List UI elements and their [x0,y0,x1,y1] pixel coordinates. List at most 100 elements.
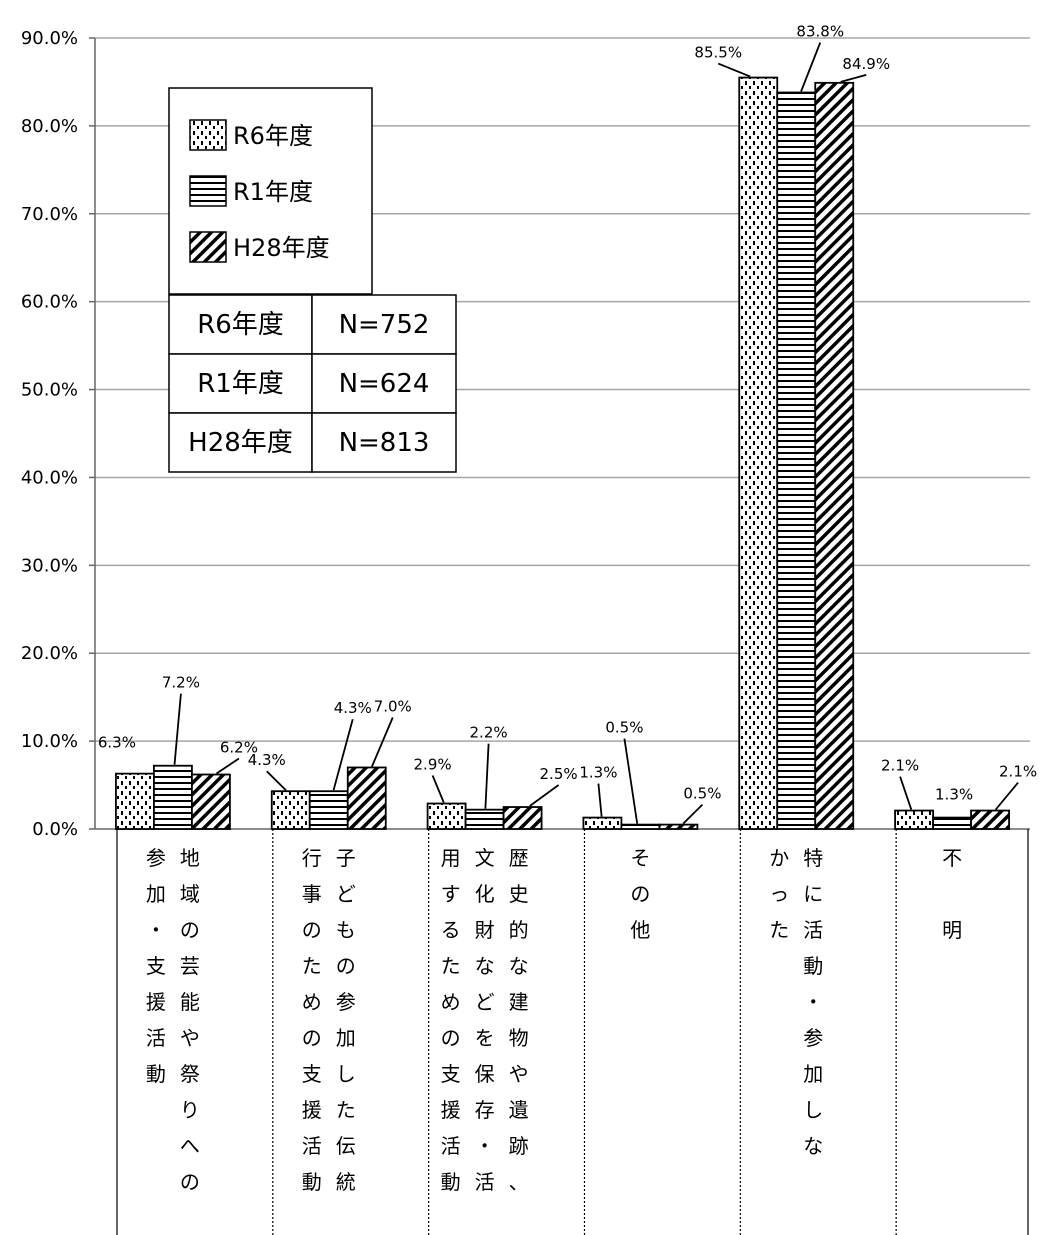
bar-1-1 [115,772,155,830]
data-label: 85.5% [694,44,742,62]
category-label-char: 活 [441,1134,461,1158]
leader-line [899,776,913,810]
category-label-char: ど [475,990,495,1014]
leader-line [371,717,394,767]
category-label-char: 加 [146,882,166,906]
category-label-char: 地 [180,846,200,870]
category-label-char: 祭 [180,1062,200,1086]
category-label-char: の [630,882,650,906]
category-label-char: な [509,954,529,978]
sample-size-table: R6年度 N=752 R1年度 N=624 H28年度 N=813 [168,294,457,473]
category-label-char: 支 [441,1062,461,1086]
category-label-char: 財 [475,918,495,942]
category-label-char: 動 [803,954,823,978]
bar-2-6 [932,816,972,830]
y-tick-label: 30.0% [21,555,78,576]
category-label-char: 加 [336,1026,356,1050]
data-label: 0.5% [605,719,643,737]
y-tick-label: 80.0% [21,116,78,137]
bar-2-4 [620,823,661,830]
data-label: 83.8% [796,22,844,40]
category-label-char: 参 [336,990,356,1014]
category-label-char: め [441,990,461,1014]
bars [115,76,1010,830]
category-label-char: な [475,954,495,978]
category-label-char: 跡 [509,1134,529,1158]
category-label-char: し [336,1062,356,1086]
category-label-char: か [769,846,789,870]
category-label-char: 物 [509,1026,529,1050]
data-label: 4.3% [334,699,372,717]
category-label-char: そ [630,846,650,870]
category-label-char: 支 [146,954,166,978]
n-table-value: N=752 [339,310,430,340]
category-label-char: 芸 [180,954,200,978]
bar-1-3 [426,802,467,830]
category-label-char: の [302,918,322,942]
n-table-value: N=624 [339,369,430,399]
leader-line [994,781,1019,811]
category-label-char: 加 [803,1062,823,1086]
n-table-label: R1年度 [197,369,284,399]
category-label-char: 遺 [509,1098,529,1122]
data-label: 6.2% [220,739,258,757]
category-label-char: め [302,990,322,1014]
leader-line [800,42,822,92]
data-label: 1.3% [935,786,973,804]
category-label-char: 歴 [509,846,529,870]
data-label: 7.0% [374,697,412,715]
category-label-char: ど [336,882,356,906]
legend-swatch [189,175,227,207]
leader-line [332,718,354,791]
leader-line [623,738,639,824]
category-label-char: に [803,882,823,906]
y-tick-label: 40.0% [21,467,78,488]
y-tick-label: 10.0% [21,731,78,752]
category-label-char: の [336,954,356,978]
y-tick-label: 70.0% [21,204,78,225]
category-label-char: っ [769,882,789,906]
legend: R6年度 R1年度 H28年度 [168,87,373,295]
category-label-char: を [475,1026,495,1050]
category-label-char: の [180,918,200,942]
category-label-char: ・ [146,918,166,942]
y-tick-label: 60.0% [21,292,78,313]
bar-3-6 [970,809,1010,830]
category-label-char: の [441,1026,461,1050]
bar-2-5 [776,91,817,830]
category-label-char: し [803,1098,823,1122]
category-label-char: 参 [803,1026,823,1050]
category-label-char: 化 [475,882,495,906]
category-label-char: た [302,954,322,978]
category-label-char: 史 [509,882,529,906]
category-label-char: 文 [475,846,495,870]
category-axis: 地域の芸能や祭りへの参加・支援活動子どもの参加した伝統行事のための支援活動歴史的… [116,829,1029,1235]
category-label-char: の [180,1170,200,1194]
category-label-char: す [441,882,461,906]
category-label-char: 能 [180,990,200,1014]
category-label-char: 不 [942,846,962,870]
n-table-cell [168,353,313,414]
category-label-char: の [302,1026,322,1050]
category-label-char [942,882,962,906]
n-table-cell [168,294,313,355]
category-label-char: 保 [475,1062,495,1086]
category-label-char: り [180,1098,200,1122]
category-label-char: 参 [146,846,166,870]
category-label-char: 活 [475,1170,495,1194]
category-label-char: 、 [509,1170,529,1194]
category-label-char: も [336,918,356,942]
data-label: 2.9% [414,756,452,774]
category-label-char: 子 [336,846,356,870]
category-label-char: ・ [475,1134,495,1158]
category-label-char: 援 [441,1098,461,1122]
category-label-char: 用 [441,846,461,870]
bar-1-2 [270,790,311,830]
leader-line [266,770,287,791]
category-label-char: 活 [302,1134,322,1158]
n-table-cell [311,412,457,473]
category-label-char: る [441,918,461,942]
category-label-char: 明 [942,918,962,942]
leader-line [529,784,560,807]
